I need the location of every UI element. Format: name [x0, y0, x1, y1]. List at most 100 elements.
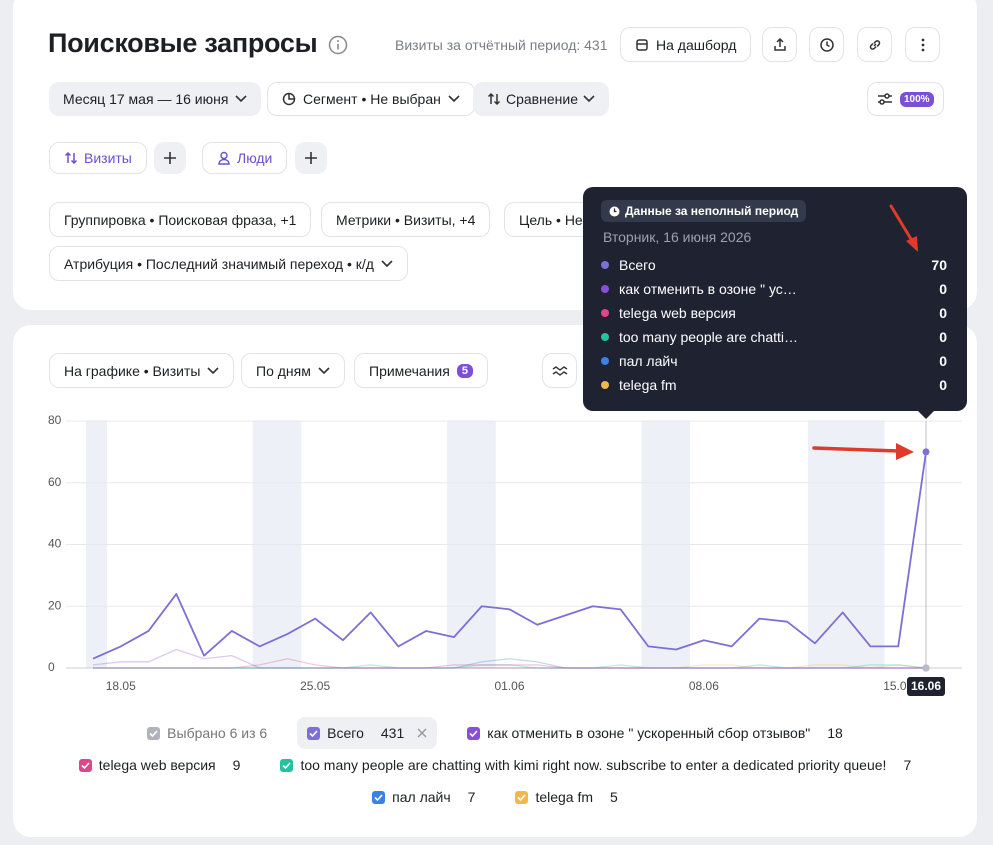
series-name: как отменить в озоне " ускоренный сбор о…	[619, 281, 799, 297]
series-dot	[601, 285, 609, 293]
legend-checkbox[interactable]	[78, 758, 92, 772]
tooltip-row: Всего 70	[601, 255, 947, 275]
legend-checkbox[interactable]	[467, 726, 481, 740]
tab-label: Визиты	[84, 150, 132, 166]
add-metric-button[interactable]	[154, 142, 186, 174]
notes-button[interactable]: Примечания 5	[354, 353, 488, 388]
export-icon	[773, 37, 786, 51]
series-dot	[601, 381, 609, 389]
series-value: 70	[931, 257, 947, 273]
period-filter[interactable]: Месяц 17 мая — 16 июня	[49, 82, 262, 116]
series-value: 0	[939, 281, 947, 297]
legend-total: 9	[232, 757, 241, 773]
series-value: 0	[939, 305, 947, 321]
hover-x-label-bg	[907, 677, 945, 696]
legend-item[interactable]: как отменить в озоне " ускоренный сбор о…	[457, 717, 853, 749]
notes-label: Примечания	[369, 362, 450, 379]
tab-label: Люди	[237, 150, 273, 166]
legend-select-all[interactable]: Выбрано 6 из 6	[137, 717, 277, 749]
series-name: too many people are chatting with kimi r…	[619, 329, 799, 345]
x-tick-label: 08.06	[689, 679, 719, 693]
check-icon	[309, 729, 318, 737]
chevron	[207, 366, 220, 374]
tooltip: Данные за неполный период Вторник, 16 ию…	[583, 187, 967, 411]
check-mark	[517, 793, 527, 801]
select-label: На графике • Визиты	[64, 362, 201, 379]
legend-row: telega web версия 9 too many people are ch…	[13, 749, 977, 781]
segment-label: Сегмент • Не выбран	[303, 91, 441, 107]
dashboard-button[interactable]: На дашборд	[620, 27, 752, 62]
series-value: 0	[939, 377, 947, 393]
incomplete-period-badge: Данные за неполный период	[601, 200, 807, 222]
series-dot	[601, 333, 609, 341]
settings-button[interactable]: 100%	[867, 82, 944, 116]
series-line	[93, 664, 927, 669]
legend-label: telega web версия	[98, 757, 216, 773]
y-tick-label: 0	[48, 660, 55, 674]
legend-checkbox[interactable]	[280, 758, 294, 772]
clock-icon	[609, 206, 620, 216]
export-button[interactable]	[762, 27, 797, 62]
legend-checkbox[interactable]	[515, 790, 529, 804]
check-mark	[81, 761, 90, 769]
check-mark	[149, 729, 158, 737]
legend-item[interactable]: too many people are chatting with kimi r…	[270, 749, 921, 781]
tooltip-row: как отменить в озоне " ускоренный сбор о…	[601, 279, 947, 299]
plus-icon	[305, 152, 317, 164]
legend-item[interactable]: Всего 431	[297, 717, 438, 749]
tooltip-row: пал лайч 0	[601, 351, 947, 371]
legend-checkbox[interactable]	[147, 726, 161, 740]
settings-icon	[878, 93, 892, 105]
check-mark	[374, 793, 383, 801]
series-dot	[601, 309, 609, 317]
tooltip-row: too many people are chatting with kimi r…	[601, 327, 947, 347]
chart-type-button[interactable]	[542, 353, 577, 388]
comparison-filter[interactable]: Сравнение	[473, 82, 609, 116]
add-people-button[interactable]	[295, 142, 327, 174]
y-tick-label: 80	[48, 413, 62, 427]
more-icon	[921, 38, 924, 51]
info-icon[interactable]	[328, 35, 348, 55]
people-tab[interactable]: Люди	[202, 142, 288, 174]
metric-tab[interactable]: Визиты	[49, 142, 147, 174]
legend-remove[interactable]	[417, 728, 427, 738]
hover-point	[922, 664, 930, 672]
legend-total: 7	[467, 789, 476, 805]
legend-selected-count: Выбрано 6 из 6	[167, 725, 268, 741]
y-tick-label: 60	[48, 475, 62, 489]
grouping-select[interactable]: По дням	[241, 353, 345, 388]
legend-checkbox[interactable]	[372, 790, 386, 804]
segment-filter[interactable]: Сегмент • Не выбран	[267, 82, 475, 116]
select-label: По дням	[256, 362, 311, 379]
link-button[interactable]	[857, 27, 892, 62]
grouping-chip[interactable]: Группировка • Поисковая фраза, +1	[49, 202, 312, 237]
check-mark	[309, 729, 318, 737]
series-line	[93, 664, 927, 669]
attribution-chip[interactable]: Атрибуция • Последний значимый переход •…	[49, 246, 408, 281]
legend-label: как отменить в озоне " ускоренный сбор о…	[487, 725, 811, 741]
history-icon	[819, 37, 834, 52]
series-value: 0	[939, 329, 947, 345]
metrics-chip[interactable]: Метрики • Визиты, +4	[321, 202, 491, 237]
chart-metric-select[interactable]: На графике • Визиты	[49, 353, 235, 388]
more-button[interactable]	[905, 27, 940, 62]
legend-total: 18	[827, 725, 843, 741]
legend-item[interactable]: пал лайч 7	[362, 781, 485, 813]
visits-icon	[64, 151, 78, 165]
legend-label: пал лайч	[392, 789, 451, 805]
legend-checkbox[interactable]	[307, 726, 321, 740]
legend-item[interactable]: telega fm 5	[505, 781, 627, 813]
check-icon	[282, 761, 292, 769]
period-label: Месяц 17 мая — 16 июня	[63, 91, 229, 107]
dashboard-icon	[636, 38, 648, 51]
chip-label: Метрики • Визиты, +4	[336, 211, 476, 228]
series-value: 0	[939, 353, 947, 369]
people-icon	[218, 151, 230, 165]
legend-label: telega fm	[535, 789, 594, 805]
legend-total: 5	[610, 789, 618, 805]
legend-item[interactable]: telega web версия 9	[69, 749, 251, 781]
history-button[interactable]	[809, 27, 844, 62]
